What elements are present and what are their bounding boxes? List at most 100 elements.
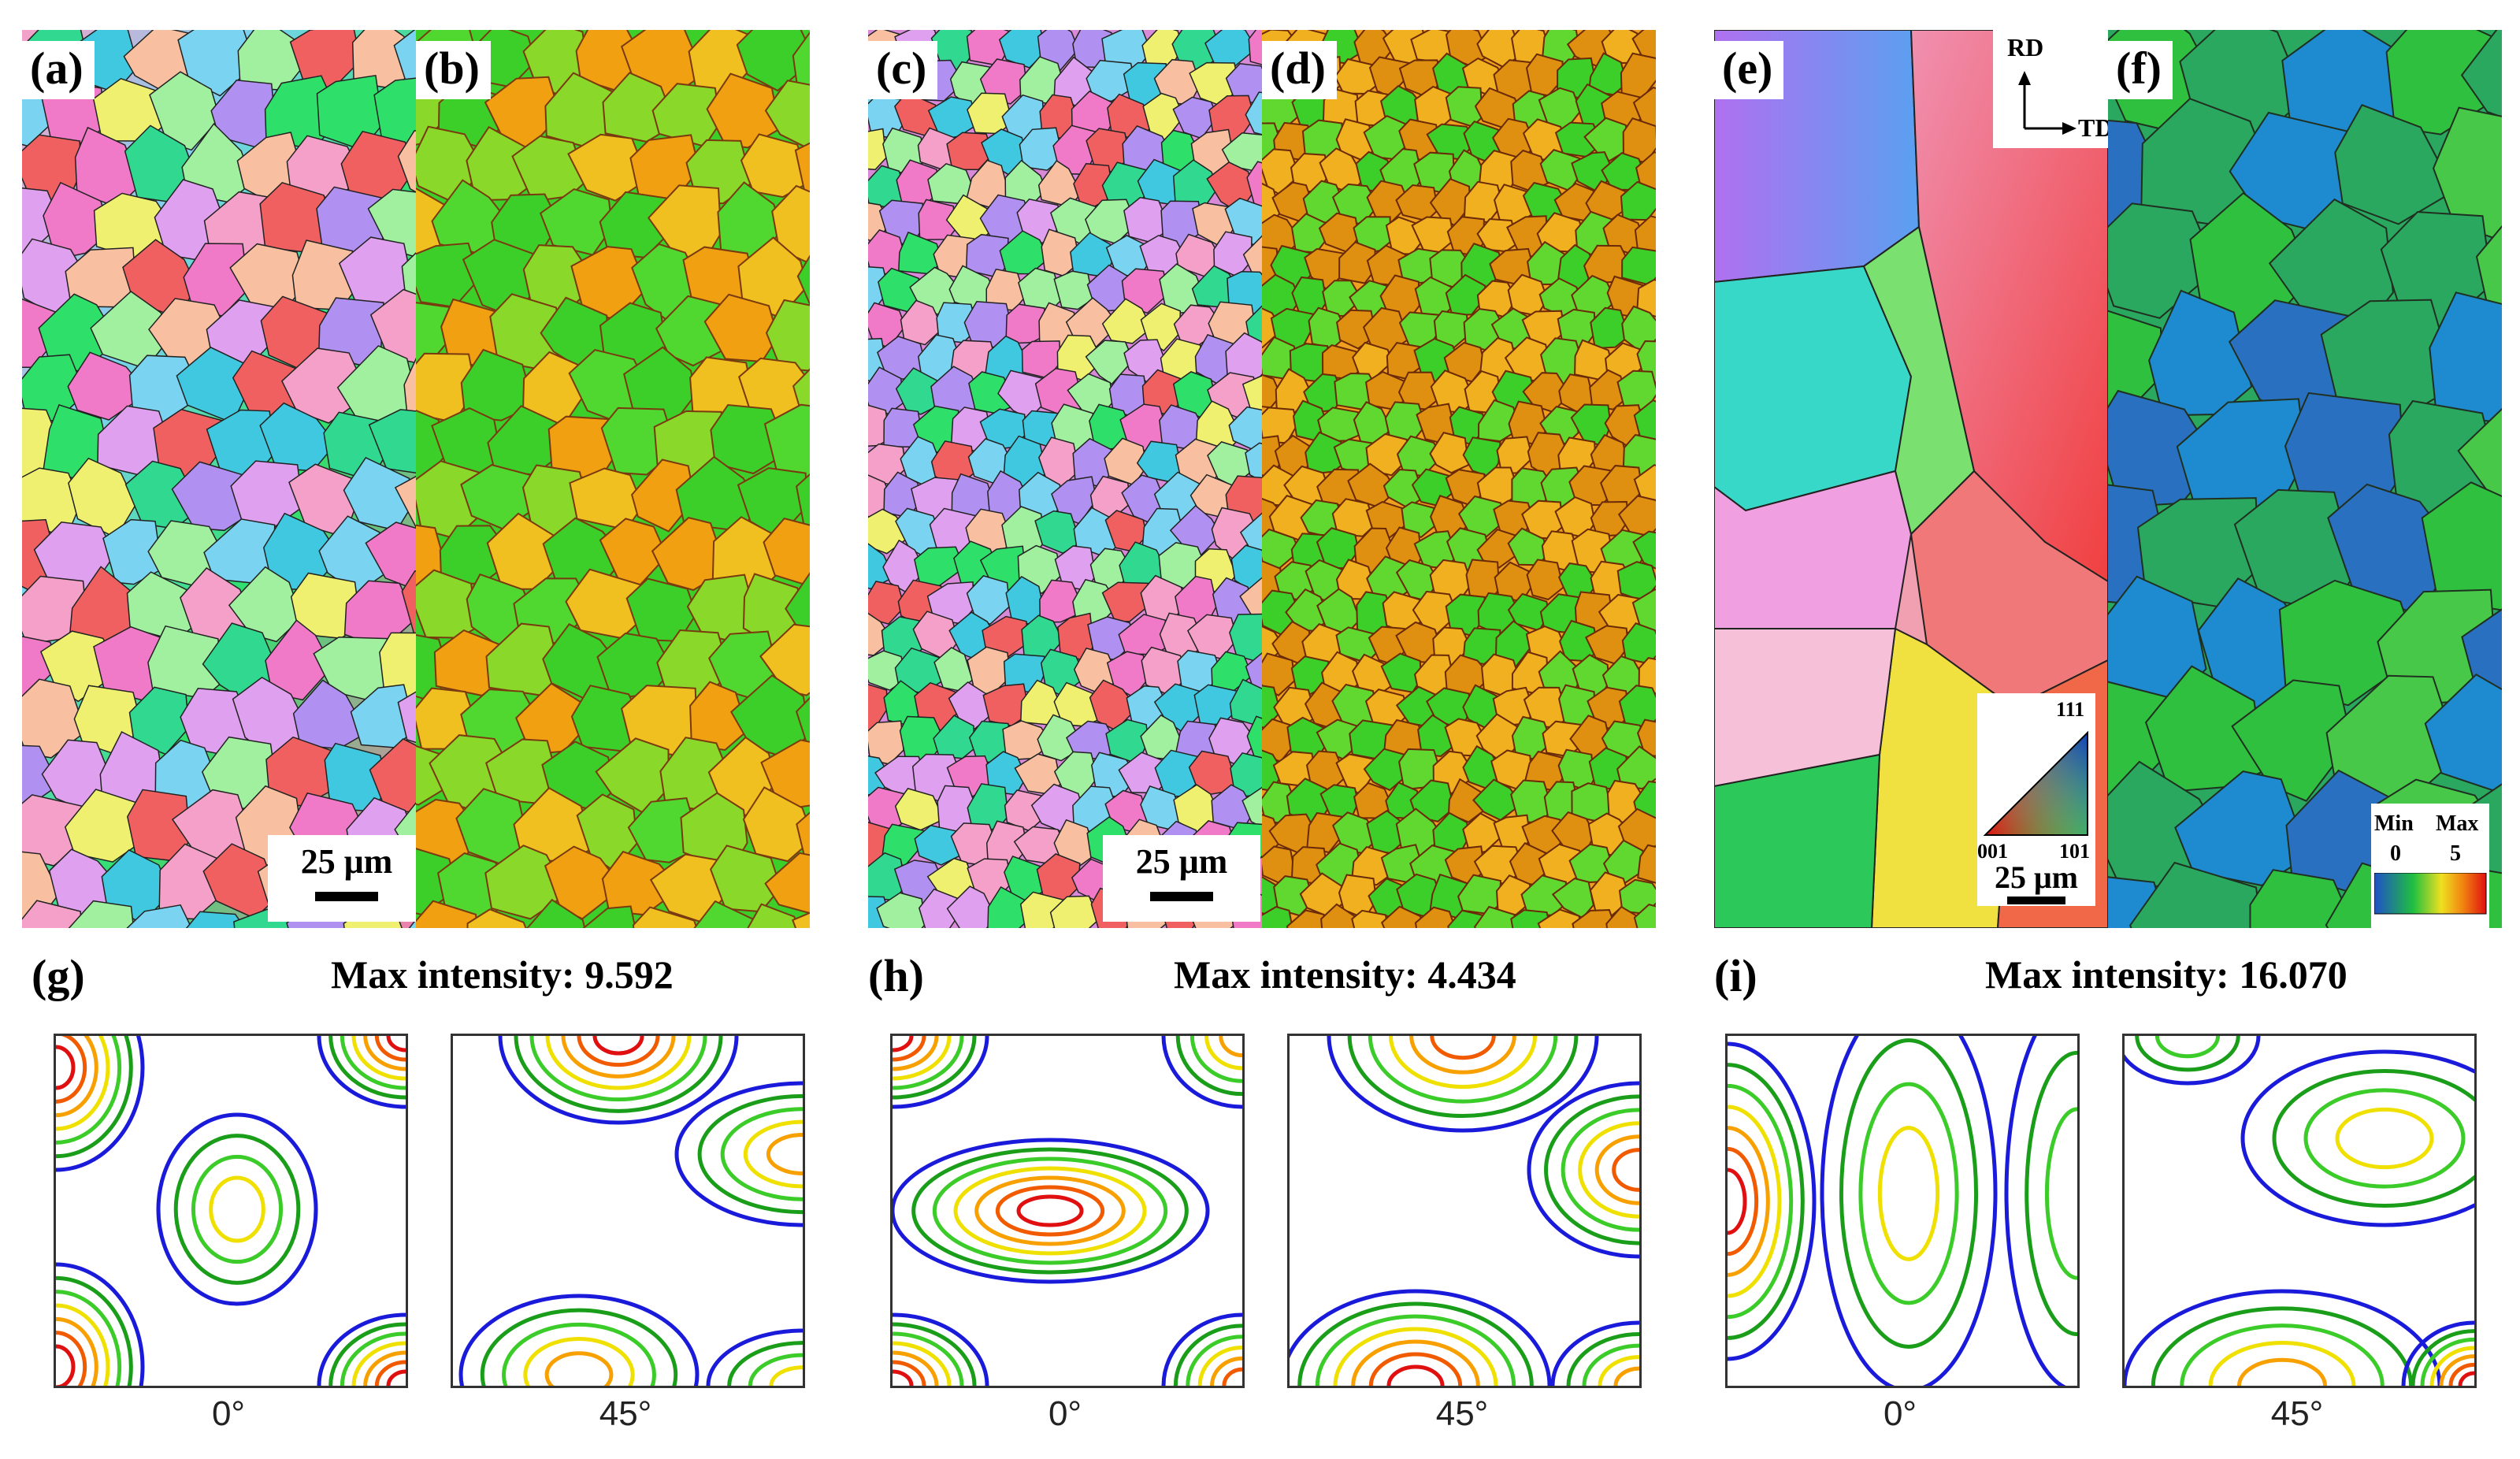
- grain: [1019, 127, 1064, 171]
- panel-label-h: (h): [868, 950, 924, 1001]
- odf-contour: [743, 1119, 803, 1189]
- grain: [1633, 464, 1656, 504]
- angle-label-i-45: 45°: [2270, 1394, 2324, 1433]
- axes-arrows: [2018, 71, 2076, 135]
- grain: [795, 696, 810, 749]
- odf-contour: [1204, 1036, 1242, 1071]
- odf-contour: [561, 1036, 676, 1078]
- grain: [914, 824, 963, 866]
- grain: [1286, 909, 1329, 928]
- odf-contour: [1728, 1126, 1770, 1277]
- grain: [126, 904, 192, 928]
- grain: [796, 811, 810, 863]
- grain: [1245, 652, 1262, 693]
- grain: [1414, 906, 1457, 928]
- odf-contour: [1161, 1036, 1242, 1109]
- grain: [1241, 375, 1262, 418]
- odf-contour: [697, 1093, 803, 1215]
- odf-contour: [1877, 1126, 1940, 1261]
- odf-contour: [1368, 1352, 1463, 1386]
- odf-contour: [56, 1036, 98, 1118]
- odf-contour: [1527, 1081, 1639, 1259]
- grain: [68, 900, 135, 928]
- angle-label-i-0: 0°: [1883, 1394, 1917, 1433]
- odf-contour: [56, 1275, 133, 1386]
- grain: [1636, 278, 1656, 317]
- odf-contour: [2458, 1371, 2474, 1386]
- panel-label-c: (c): [868, 41, 938, 99]
- kam-map-f: [2108, 30, 2502, 928]
- odf-h-45-contours: [1290, 1036, 1639, 1386]
- odf-i-0: [1725, 1034, 2080, 1388]
- grain: [43, 181, 112, 261]
- grain: [397, 691, 416, 744]
- odf-contour: [893, 1369, 914, 1386]
- grain: [367, 188, 416, 258]
- grain: [1039, 579, 1086, 623]
- grain: [651, 517, 728, 592]
- odf-contour: [56, 1045, 76, 1090]
- grain: [1621, 246, 1656, 286]
- grain: [2278, 579, 2420, 707]
- odf-contour: [1368, 1036, 1558, 1104]
- grain: [526, 898, 586, 928]
- odf-contour: [386, 1369, 406, 1386]
- scale-bar-a-line: [315, 892, 378, 901]
- grain: [401, 570, 416, 636]
- grain: [764, 852, 810, 915]
- grain: [2475, 225, 2502, 311]
- grain: [2249, 869, 2355, 928]
- grain: [1262, 307, 1284, 349]
- scale-bar-c: 25 μm: [1103, 835, 1260, 922]
- grain: [1262, 906, 1293, 928]
- odf-contour: [1016, 1194, 1084, 1227]
- grain: [1140, 303, 1182, 352]
- odf-contour: [56, 1036, 110, 1131]
- grain: [1101, 581, 1154, 623]
- scale-bar-e: 25 μm: [1977, 859, 2095, 906]
- grain: [706, 72, 781, 149]
- grain: [792, 911, 810, 928]
- odf-contour: [2335, 1107, 2434, 1170]
- grain: [1049, 895, 1100, 928]
- odf-contour: [544, 1351, 614, 1386]
- grain: [1616, 745, 1656, 790]
- odf-contour: [1550, 1320, 1639, 1386]
- panel-label-d: (d): [1262, 41, 1337, 99]
- odf-contour: [1290, 1289, 1552, 1386]
- odf-contour: [911, 1147, 1189, 1275]
- grain: [484, 845, 568, 920]
- odf-contour: [1728, 1168, 1747, 1235]
- odf-i-45-contours: [2125, 1036, 2474, 1386]
- kam-map-b: [416, 30, 810, 928]
- grain: [1351, 909, 1390, 928]
- angle-label-g-0: 0°: [211, 1394, 246, 1433]
- ipf-color-key: 111 001 101 25 μm: [1977, 693, 2095, 906]
- grain: [67, 351, 149, 421]
- grain: [792, 31, 810, 88]
- odf-contour: [2044, 1107, 2077, 1280]
- grain: [1121, 268, 1170, 314]
- grain: [2128, 861, 2262, 928]
- odf-contour: [56, 1036, 145, 1172]
- grain: [416, 900, 479, 928]
- panel-label-e: (e): [1714, 41, 1784, 99]
- grain: [2231, 679, 2353, 802]
- odf-contour: [56, 1036, 133, 1159]
- odf-contour: [498, 1036, 739, 1125]
- odf-contour: [1409, 1036, 1516, 1075]
- grain: [1065, 297, 1119, 347]
- grain: [1445, 273, 1486, 317]
- grain: [1637, 844, 1656, 884]
- axis-rd-label: RD: [2007, 33, 2044, 61]
- odf-contour: [2240, 1049, 2474, 1227]
- odf-contour: [2208, 1340, 2356, 1386]
- odf-contour: [480, 1308, 678, 1386]
- scale-bar-a-label: 25 μm: [300, 842, 393, 881]
- ipf-map-a-image: [22, 30, 416, 928]
- grain: [22, 900, 83, 928]
- ipf-key-001: 001: [1977, 840, 2008, 863]
- odf-contour: [1858, 1082, 1959, 1305]
- odf-contour: [1820, 1036, 1998, 1386]
- odf-h-45: [1287, 1034, 1642, 1388]
